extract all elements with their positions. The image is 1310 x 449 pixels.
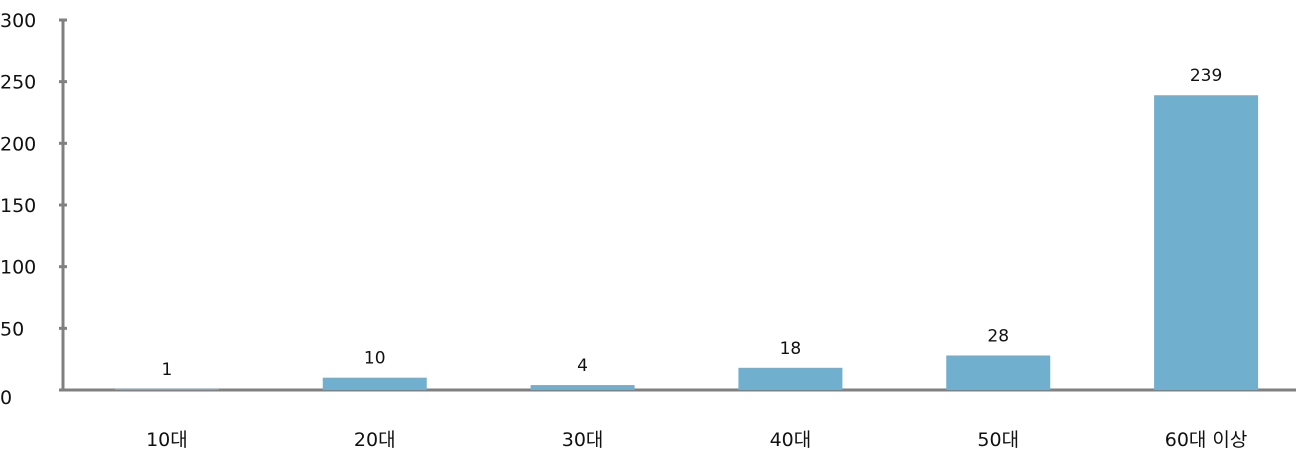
- y-tick-label: 300: [0, 10, 36, 32]
- y-tick-label: 50: [0, 318, 24, 340]
- bar: [738, 367, 843, 390]
- axes: [60, 20, 1296, 392]
- bar-value-label: 10: [364, 349, 386, 369]
- x-category-label: 20대: [354, 429, 396, 449]
- y-tick-label: 0: [0, 387, 12, 409]
- bar: [1154, 95, 1259, 390]
- bar-value-label: 18: [780, 339, 802, 359]
- bar-value-label: 28: [987, 326, 1009, 346]
- x-category-label: 40대: [770, 429, 812, 449]
- y-tick-label: 150: [0, 195, 36, 217]
- y-tick-label: 200: [0, 133, 36, 155]
- bar-value-label: 239: [1190, 66, 1222, 86]
- y-axis-ticks: 0 50 100 150 200 250 300: [0, 10, 67, 409]
- x-axis-labels: 10대 20대 30대 40대 50대 60대 이상: [146, 429, 1247, 449]
- x-category-label: 50대: [977, 429, 1019, 449]
- bar: [530, 385, 635, 390]
- x-category-label: 30대: [562, 429, 604, 449]
- bar-value-label: 1: [162, 360, 173, 380]
- y-tick-label: 250: [0, 72, 36, 94]
- bar: [946, 355, 1051, 390]
- bars: [114, 95, 1259, 390]
- bar-value-label: 4: [577, 356, 588, 376]
- bar: [322, 377, 427, 390]
- bar: [114, 388, 219, 390]
- data-labels: 1 10 4 18 28 239: [162, 66, 1223, 380]
- y-tick-label: 100: [0, 257, 36, 279]
- x-category-label: 10대: [146, 429, 188, 449]
- x-category-label: 60대 이상: [1165, 429, 1248, 449]
